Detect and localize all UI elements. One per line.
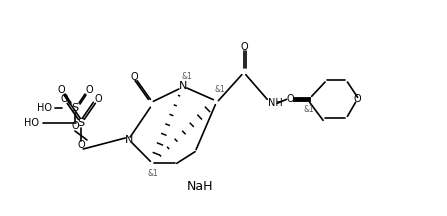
Text: S: S [72, 103, 79, 113]
Text: N: N [179, 81, 187, 91]
Text: NaH: NaH [187, 179, 213, 192]
Text: HO: HO [24, 118, 38, 128]
Text: &1: &1 [147, 169, 158, 178]
Text: O: O [94, 94, 102, 104]
Text: O: O [287, 94, 295, 104]
Text: O: O [60, 94, 68, 104]
Text: O: O [77, 140, 85, 150]
Text: O: O [85, 85, 93, 95]
Text: S: S [78, 118, 85, 128]
Text: N: N [125, 135, 133, 145]
Text: &1: &1 [214, 86, 225, 95]
Text: &1: &1 [181, 72, 192, 81]
Text: NH: NH [268, 98, 283, 108]
Text: O: O [130, 72, 138, 82]
Text: O: O [57, 85, 65, 95]
Text: O: O [240, 42, 248, 52]
Text: HO: HO [38, 103, 52, 113]
Text: &1: &1 [304, 105, 314, 114]
Text: O: O [354, 94, 362, 104]
Text: O: O [71, 121, 79, 131]
